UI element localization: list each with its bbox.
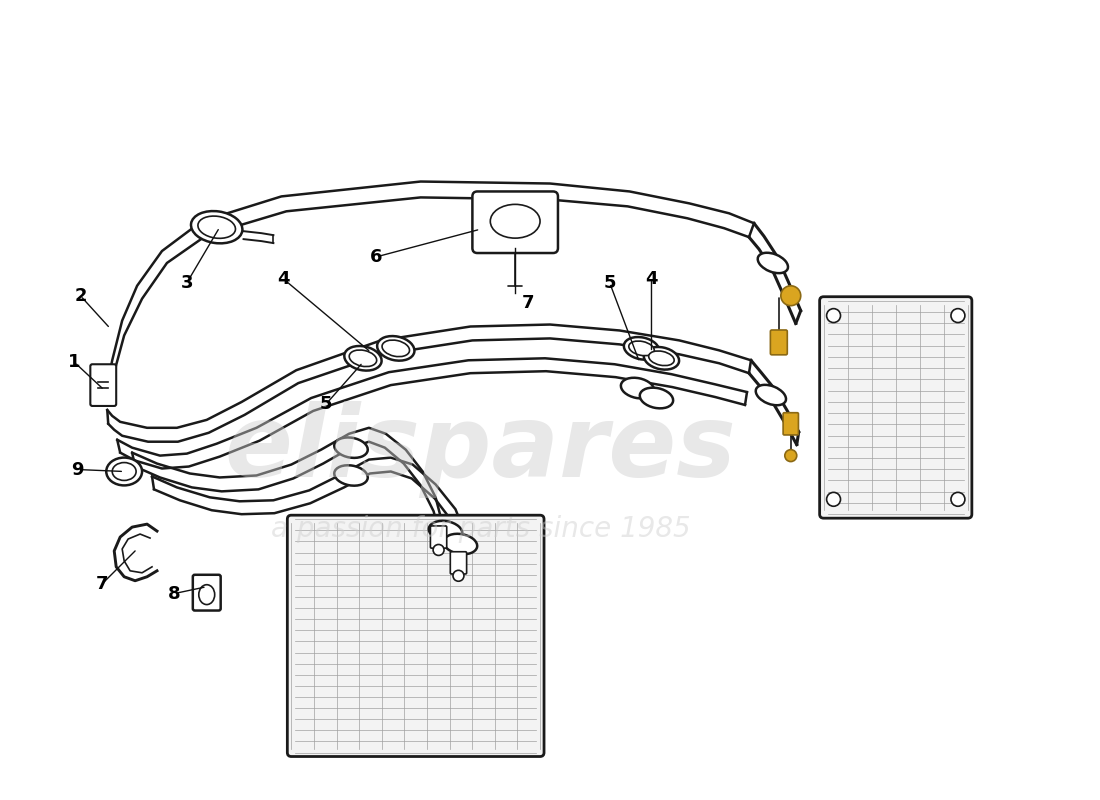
Ellipse shape — [640, 388, 673, 408]
Ellipse shape — [756, 385, 786, 406]
Circle shape — [784, 450, 796, 462]
Text: 1: 1 — [68, 354, 80, 371]
Ellipse shape — [198, 216, 235, 238]
Text: 4: 4 — [646, 270, 658, 288]
Ellipse shape — [199, 585, 214, 605]
FancyBboxPatch shape — [192, 574, 221, 610]
Text: 9: 9 — [72, 461, 84, 478]
FancyBboxPatch shape — [430, 526, 447, 548]
Text: 2: 2 — [74, 286, 87, 305]
Circle shape — [826, 309, 840, 322]
Ellipse shape — [644, 347, 679, 370]
Text: 6: 6 — [370, 248, 382, 266]
FancyBboxPatch shape — [450, 552, 466, 574]
Circle shape — [952, 492, 965, 506]
Ellipse shape — [758, 253, 788, 273]
FancyBboxPatch shape — [783, 413, 799, 435]
Text: 7: 7 — [521, 294, 535, 312]
Circle shape — [952, 309, 965, 322]
Ellipse shape — [112, 462, 136, 481]
Ellipse shape — [443, 534, 477, 554]
Ellipse shape — [334, 438, 367, 458]
Ellipse shape — [491, 204, 540, 238]
Circle shape — [433, 545, 444, 555]
FancyBboxPatch shape — [287, 515, 544, 757]
Ellipse shape — [629, 341, 654, 356]
Text: 5: 5 — [320, 395, 332, 413]
Text: a passion for parts since 1985: a passion for parts since 1985 — [271, 515, 690, 543]
Ellipse shape — [107, 458, 142, 486]
Ellipse shape — [429, 521, 462, 542]
Ellipse shape — [649, 351, 674, 366]
FancyBboxPatch shape — [820, 297, 972, 518]
FancyBboxPatch shape — [90, 364, 117, 406]
Circle shape — [826, 492, 840, 506]
Ellipse shape — [191, 211, 242, 243]
Text: 5: 5 — [604, 274, 616, 292]
FancyBboxPatch shape — [472, 191, 558, 253]
Text: 8: 8 — [167, 585, 180, 602]
Text: elispares: elispares — [224, 401, 736, 498]
Ellipse shape — [624, 337, 659, 360]
Text: 3: 3 — [180, 274, 194, 292]
Ellipse shape — [334, 466, 367, 486]
Ellipse shape — [349, 350, 376, 366]
Text: 4: 4 — [277, 270, 289, 288]
Ellipse shape — [377, 336, 415, 361]
Ellipse shape — [382, 340, 409, 357]
Ellipse shape — [620, 378, 654, 398]
Ellipse shape — [344, 346, 382, 370]
Text: 7: 7 — [96, 574, 109, 593]
Circle shape — [453, 570, 464, 582]
Circle shape — [781, 286, 801, 306]
FancyBboxPatch shape — [770, 330, 788, 355]
